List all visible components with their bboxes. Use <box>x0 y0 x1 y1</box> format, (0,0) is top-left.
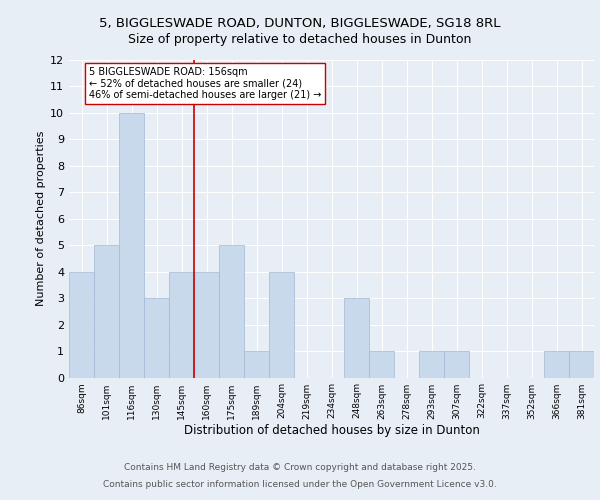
Bar <box>369 351 394 378</box>
Text: Contains HM Land Registry data © Crown copyright and database right 2025.: Contains HM Land Registry data © Crown c… <box>124 464 476 472</box>
Bar <box>119 113 144 378</box>
Bar <box>269 272 294 378</box>
Bar <box>194 272 219 378</box>
Text: Size of property relative to detached houses in Dunton: Size of property relative to detached ho… <box>128 32 472 46</box>
Bar <box>219 245 244 378</box>
Bar <box>94 245 119 378</box>
X-axis label: Distribution of detached houses by size in Dunton: Distribution of detached houses by size … <box>184 424 479 438</box>
Bar <box>69 272 94 378</box>
Bar <box>244 351 269 378</box>
Bar <box>144 298 169 378</box>
Text: 5, BIGGLESWADE ROAD, DUNTON, BIGGLESWADE, SG18 8RL: 5, BIGGLESWADE ROAD, DUNTON, BIGGLESWADE… <box>99 18 501 30</box>
Y-axis label: Number of detached properties: Number of detached properties <box>36 131 46 306</box>
Bar <box>419 351 444 378</box>
Bar <box>344 298 369 378</box>
Text: Contains public sector information licensed under the Open Government Licence v3: Contains public sector information licen… <box>103 480 497 489</box>
Bar <box>544 351 569 378</box>
Bar <box>169 272 194 378</box>
Text: 5 BIGGLESWADE ROAD: 156sqm
← 52% of detached houses are smaller (24)
46% of semi: 5 BIGGLESWADE ROAD: 156sqm ← 52% of deta… <box>89 66 322 100</box>
Bar <box>444 351 469 378</box>
Bar <box>569 351 594 378</box>
